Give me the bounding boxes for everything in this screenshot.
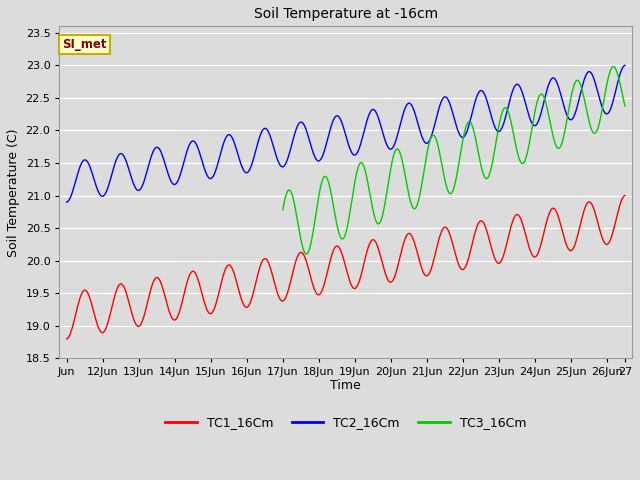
TC1_16Cm xyxy=(502,243,510,249)
Line: TC2_16Cm: TC2_16Cm xyxy=(67,65,625,202)
TC3_16Cm xyxy=(399,162,407,168)
TC1_16Cm xyxy=(334,243,342,249)
TC3_16Cm xyxy=(541,96,548,102)
TC1_16Cm xyxy=(63,336,70,342)
TC2_16Cm xyxy=(621,62,629,68)
TC3_16Cm xyxy=(445,190,453,195)
TC3_16Cm xyxy=(303,251,310,257)
TC2_16Cm xyxy=(502,111,510,117)
TC3_16Cm xyxy=(621,103,629,109)
X-axis label: Time: Time xyxy=(330,379,361,392)
TC3_16Cm xyxy=(441,175,449,181)
TC1_16Cm xyxy=(621,193,629,199)
TC2_16Cm xyxy=(63,199,70,205)
Line: TC1_16Cm: TC1_16Cm xyxy=(67,196,625,339)
TC1_16Cm xyxy=(605,240,612,246)
Line: TC3_16Cm: TC3_16Cm xyxy=(283,67,625,254)
Legend: TC1_16Cm, TC2_16Cm, TC3_16Cm: TC1_16Cm, TC2_16Cm, TC3_16Cm xyxy=(161,411,531,434)
TC1_16Cm xyxy=(92,314,99,320)
TC1_16Cm xyxy=(605,240,612,246)
TC2_16Cm xyxy=(319,151,327,157)
TC3_16Cm xyxy=(279,207,287,213)
Y-axis label: Soil Temperature (C): Soil Temperature (C) xyxy=(7,128,20,257)
TC1_16Cm xyxy=(319,284,327,290)
Title: Soil Temperature at -16cm: Soil Temperature at -16cm xyxy=(253,7,438,21)
Text: SI_met: SI_met xyxy=(62,38,107,51)
TC2_16Cm xyxy=(92,180,99,186)
TC2_16Cm xyxy=(605,110,612,116)
TC3_16Cm xyxy=(610,64,618,70)
TC2_16Cm xyxy=(605,109,612,115)
TC3_16Cm xyxy=(525,144,532,150)
TC2_16Cm xyxy=(334,113,342,119)
TC3_16Cm xyxy=(573,77,580,83)
